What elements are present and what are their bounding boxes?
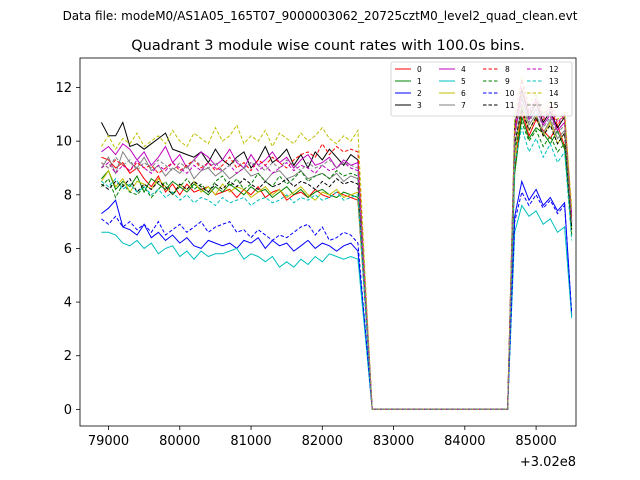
legend-label-1: 1 — [417, 77, 422, 86]
legend-label-12: 12 — [549, 65, 559, 74]
legend-label-15: 15 — [549, 101, 559, 110]
legend-label-14: 14 — [549, 89, 559, 98]
series-line-15 — [101, 95, 573, 410]
legend-label-11: 11 — [505, 101, 515, 110]
y-tick-label: 8 — [64, 188, 72, 203]
y-tick-label: 0 — [64, 403, 72, 418]
y-tick-label: 4 — [64, 296, 72, 311]
legend-box — [390, 61, 573, 117]
y-tick-label: 2 — [64, 349, 72, 364]
suptitle: Data file: modeM0/AS1A05_165T07_90000030… — [63, 9, 578, 23]
legend-label-9: 9 — [505, 77, 510, 86]
axes-frame — [79, 57, 577, 427]
y-tick-label: 12 — [55, 81, 72, 96]
x-tick-label: 84000 — [444, 434, 485, 449]
x-tick-label: 79000 — [88, 434, 129, 449]
x-tick-label: 85000 — [515, 434, 556, 449]
legend-label-13: 13 — [549, 77, 559, 86]
series-layer — [100, 76, 573, 410]
y-tick-label: 10 — [55, 135, 72, 150]
legend-label-3: 3 — [417, 101, 422, 110]
chart-title: Quadrant 3 module wise count rates with … — [131, 38, 525, 54]
legend-label-6: 6 — [461, 89, 466, 98]
x-tick-label: 81000 — [230, 434, 271, 449]
x-tick-label: 82000 — [302, 434, 343, 449]
x-tick-label: 83000 — [373, 434, 414, 449]
x-axis: 79000 80000 81000 82000 83000 84000 85000 — [88, 426, 557, 449]
legend-label-8: 8 — [505, 65, 510, 74]
x-offset-label: +3.02e8 — [520, 455, 576, 470]
x-tick-label: 80000 — [159, 434, 200, 449]
legend-label-10: 10 — [505, 89, 515, 98]
legend-label-0: 0 — [417, 65, 422, 74]
legend-label-4: 4 — [461, 65, 466, 74]
legend-label-2: 2 — [417, 89, 422, 98]
y-tick-label: 6 — [64, 242, 72, 257]
legend-label-5: 5 — [461, 77, 466, 86]
y-axis: 0 2 4 6 8 10 12 — [55, 81, 80, 418]
legend-label-7: 7 — [461, 101, 466, 110]
